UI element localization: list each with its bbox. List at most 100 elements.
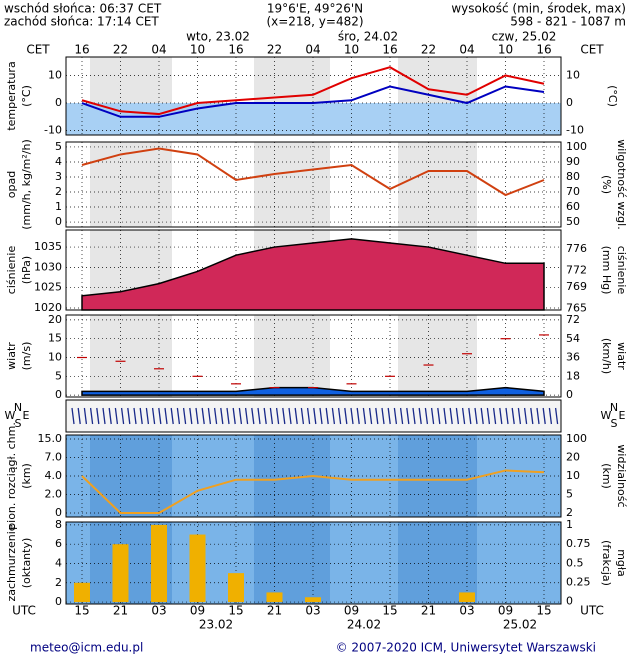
y-tick-label: 1025	[34, 281, 62, 294]
wind-arrow	[449, 407, 453, 425]
y2-tick-label: 50	[566, 215, 580, 228]
bar	[459, 592, 475, 603]
wind-arrow	[145, 407, 150, 425]
sunset: zachód słońca: 17:14 CET	[4, 15, 159, 29]
y2-tick-label: 0.75	[566, 537, 591, 550]
bar	[305, 597, 321, 603]
night-band	[398, 142, 477, 227]
wind-arrow	[492, 407, 497, 425]
y-tick-label: 4	[55, 556, 62, 569]
wind-arrow	[480, 407, 484, 425]
wind-arrow	[399, 407, 404, 425]
y-axis-label: ciśnienie	[5, 246, 18, 295]
wind-arrow	[319, 407, 323, 425]
cet-tick-label: 16	[382, 43, 397, 57]
y-tick-label: 7.0	[45, 451, 63, 464]
y2-tick-label: 100	[566, 432, 587, 445]
wind-arrow	[306, 407, 311, 425]
y2-tick-label: 18	[566, 369, 580, 382]
wind-arrow	[486, 407, 491, 425]
elevation-title: wysokość (min, środek, max)	[451, 2, 626, 16]
wind-arrow	[257, 407, 261, 425]
y-tick-label: 5	[55, 369, 62, 382]
wind-arrow	[189, 407, 193, 425]
wind-arrow	[554, 407, 559, 425]
y2-tick-label: 0	[566, 96, 573, 109]
compass-label: E	[619, 409, 626, 422]
wind-arrow	[430, 407, 435, 425]
wind-arrow	[542, 407, 546, 425]
y2-axis-label: (frakcja)	[600, 540, 613, 586]
panel-frame	[65, 141, 562, 228]
elevation: 598 - 821 - 1087 m	[510, 15, 626, 29]
day-label: czw, 25.02	[492, 30, 557, 44]
wind-arrow	[96, 407, 100, 425]
y-tick-label: 1035	[34, 240, 62, 253]
y2-tick-label: 72	[566, 313, 580, 326]
y2-tick-label: 765	[566, 301, 587, 314]
y-axis-label: opad	[5, 171, 18, 198]
y2-axis-label: mgła	[615, 549, 628, 577]
cet-tick-label: 22	[267, 43, 282, 57]
compass-label: S	[611, 417, 618, 430]
wind-arrow	[530, 407, 534, 425]
y-axis-label: (km)	[20, 463, 33, 489]
cet-tick-label: 22	[113, 43, 128, 57]
utc-tick-label: 15	[74, 604, 89, 618]
y-tick-label: 4.0	[45, 469, 63, 482]
y-tick-label: 10	[48, 351, 62, 364]
y-tick-label: -10	[44, 124, 62, 137]
compass-label: E	[23, 409, 30, 422]
y2-tick-label: 80	[566, 170, 580, 183]
y2-tick-label: 60	[566, 200, 580, 213]
cet-title: CET	[580, 43, 604, 57]
wind-arrow	[443, 407, 447, 425]
y2-tick-label: 0	[566, 595, 573, 608]
y2-tick-label: 0	[566, 388, 573, 401]
wind-arrow	[226, 407, 230, 425]
cet-tick-label: 16	[536, 43, 551, 57]
y2-tick-label: 54	[566, 332, 580, 345]
wind-arrow	[158, 407, 162, 425]
wind-dir-background	[65, 399, 562, 433]
wind-arrow	[244, 407, 249, 425]
night-band	[398, 315, 477, 397]
day-label: śro, 24.02	[338, 30, 398, 44]
utc-tick-label: 21	[267, 604, 282, 618]
y2-tick-label: 10	[566, 469, 580, 482]
y2-tick-label: -10	[566, 124, 584, 137]
panel-frame	[65, 434, 562, 518]
grid-position: (x=218, y=482)	[266, 15, 363, 29]
wind-arrow	[523, 407, 528, 425]
cet-tick-label: 16	[74, 43, 89, 57]
email[interactable]: meteo@icm.edu.pl	[30, 641, 143, 655]
bar	[151, 524, 167, 603]
wind-arrow	[170, 407, 174, 425]
wind-arrow	[437, 407, 441, 425]
y-tick-label: 0	[55, 215, 62, 228]
compass-label: N	[610, 401, 618, 414]
y2-tick-label: 769	[566, 280, 587, 293]
utc-tick-label: 21	[113, 604, 128, 618]
wind-arrow	[387, 407, 391, 425]
y2-tick-label: 772	[566, 264, 587, 277]
y-tick-label: 20	[48, 313, 62, 326]
wind-arrow	[356, 407, 360, 425]
day-label: wto, 23.02	[186, 30, 250, 44]
wind-arrow	[71, 407, 75, 425]
wind-arrow	[201, 407, 205, 425]
cet-tick-label: 16	[228, 43, 243, 57]
wind-arrow	[114, 407, 119, 425]
wind-arrow	[151, 407, 156, 425]
wind-arrow	[424, 407, 429, 425]
coords: 19°6'E, 49°26'N	[267, 2, 363, 16]
wind-arrow	[418, 407, 422, 425]
night-band	[398, 435, 477, 517]
y-tick-label: 2	[55, 576, 62, 589]
utc-tick-label: 09	[344, 604, 359, 618]
y-tick-label: 2	[55, 185, 62, 198]
copyright: © 2007-2020 ICM, Uniwersytet Warszawski	[336, 641, 596, 655]
wind-arrow	[511, 407, 515, 425]
y-tick-label: 5	[55, 140, 62, 153]
y2-tick-label: 100	[566, 140, 587, 153]
